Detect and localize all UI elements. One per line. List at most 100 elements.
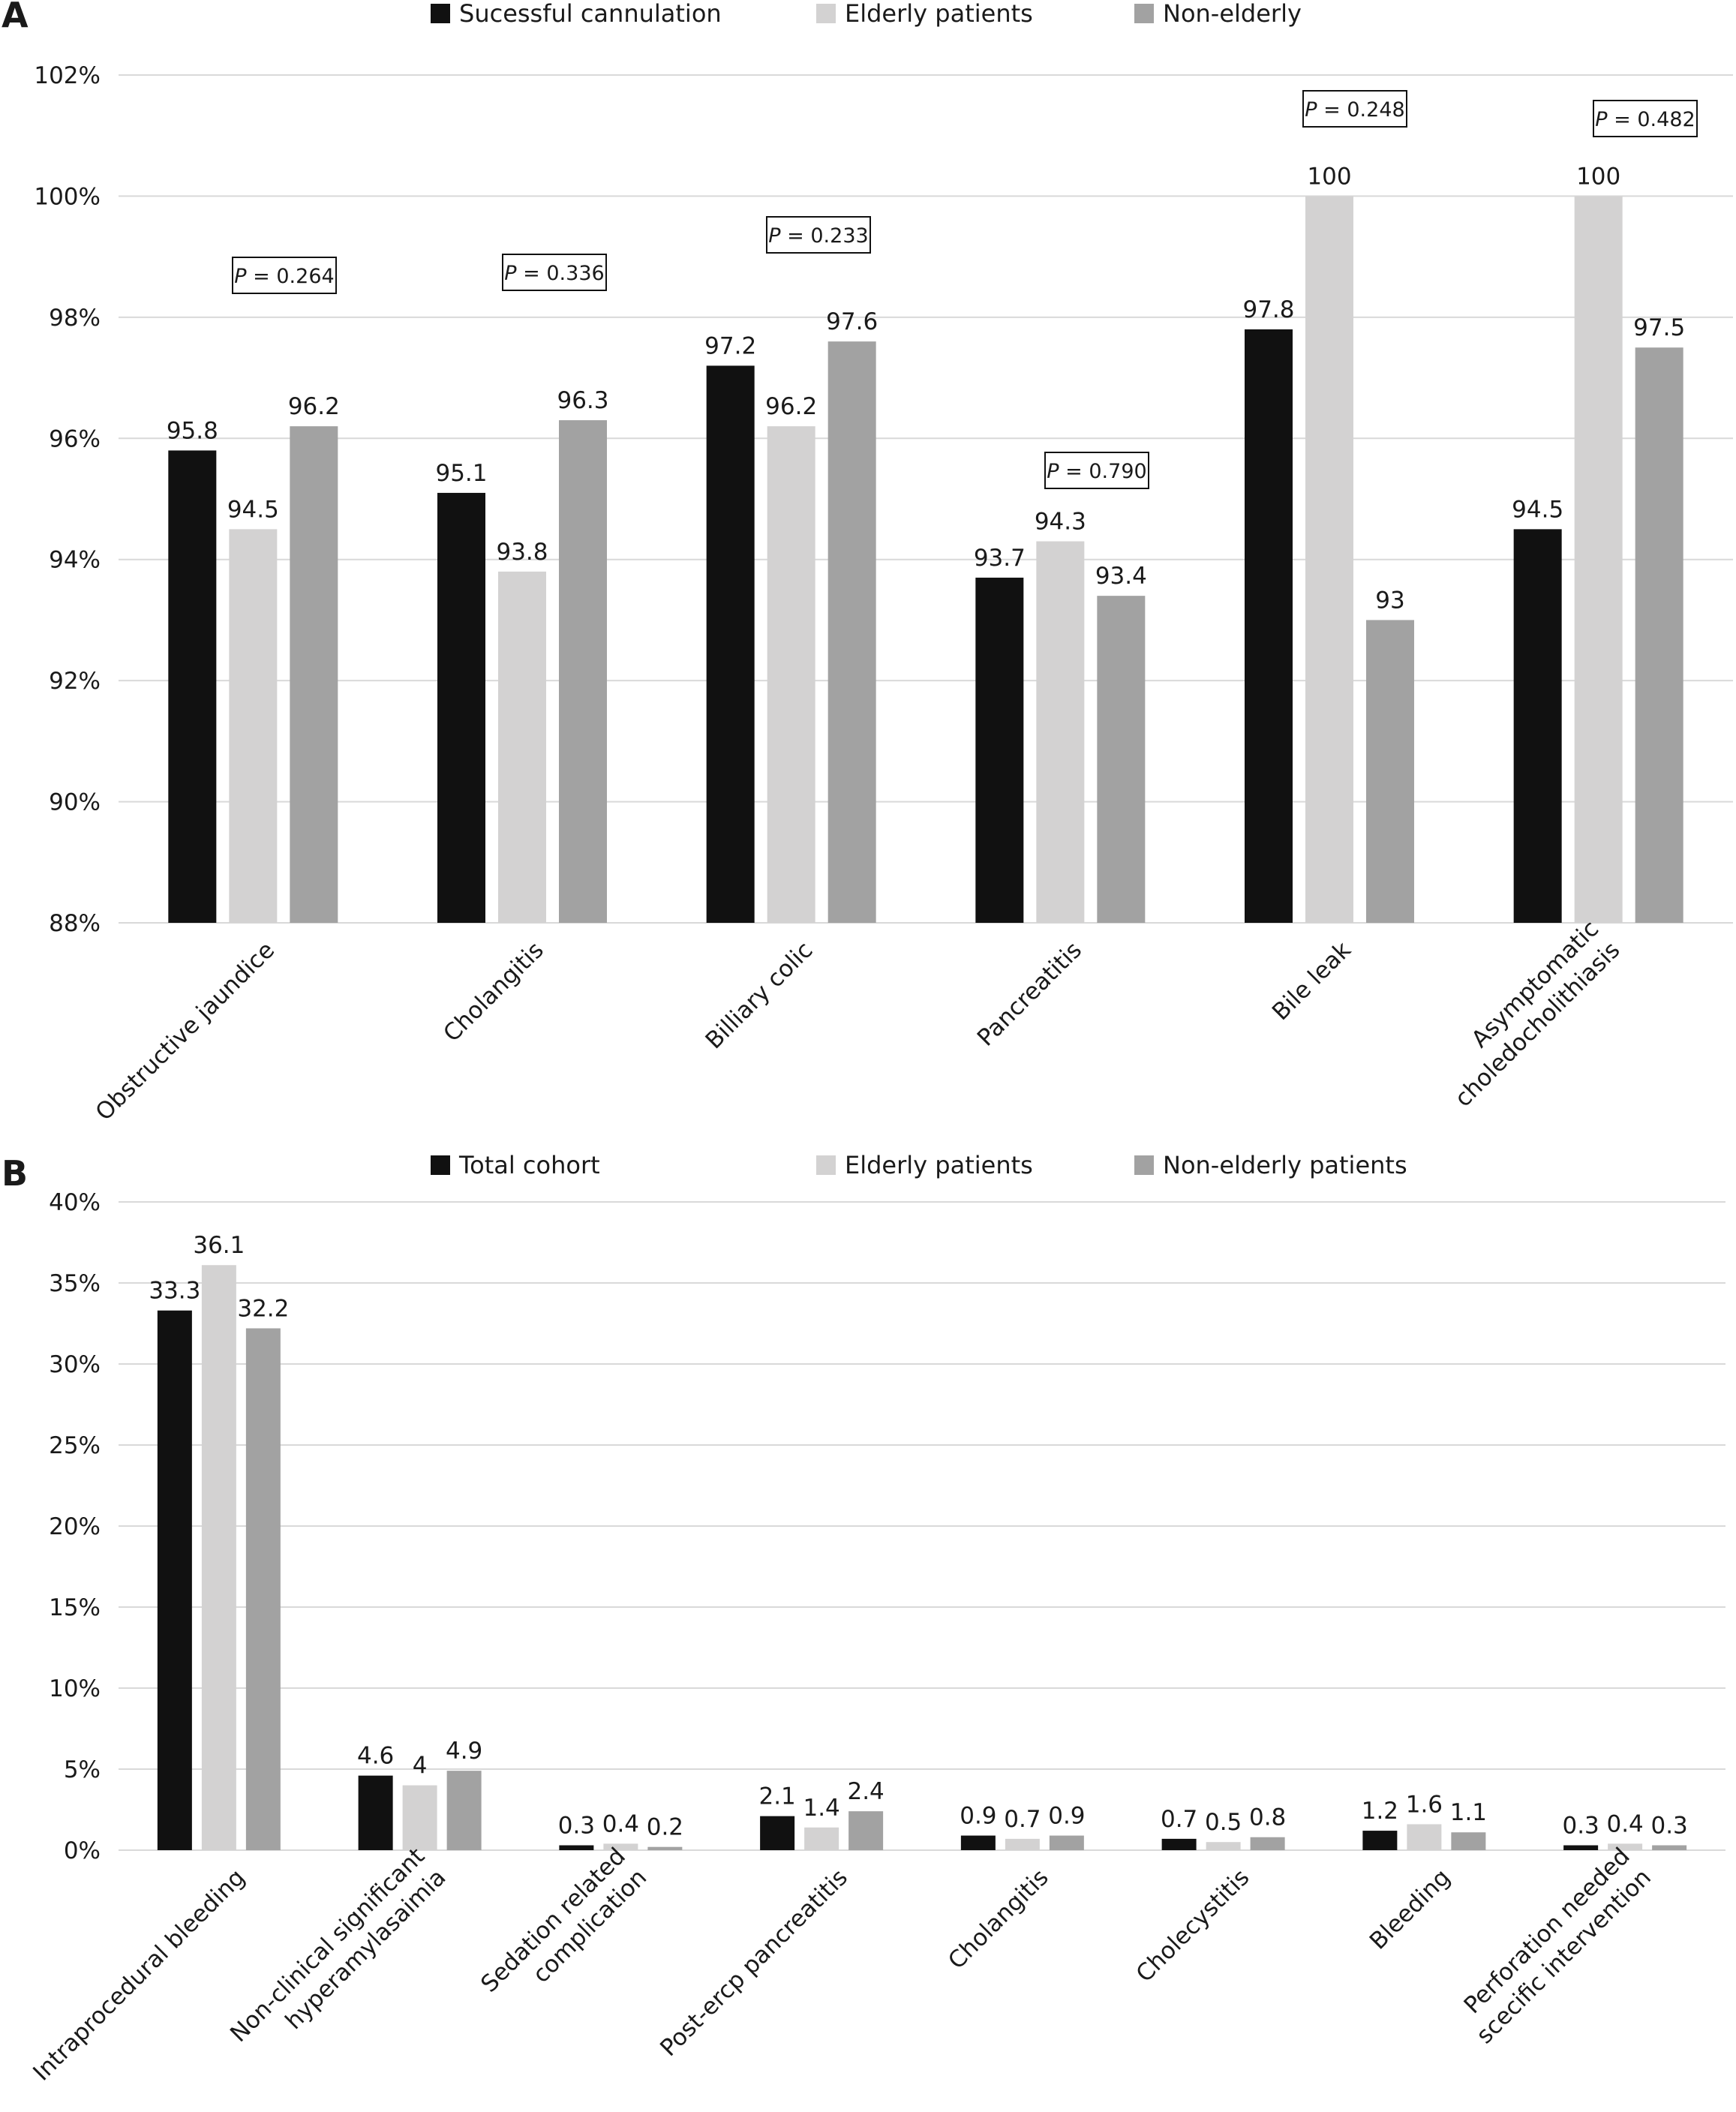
legend-swatch <box>816 1155 836 1175</box>
data-label: 94.5 <box>1512 496 1563 523</box>
bar <box>767 426 815 923</box>
bar <box>1513 529 1562 923</box>
x-category-label: Bile leak <box>1267 936 1356 1026</box>
bar <box>1097 596 1146 923</box>
bar <box>1652 1845 1687 1850</box>
bar <box>559 1845 594 1850</box>
bar <box>1362 1831 1398 1850</box>
x-category-line: Billiary colic <box>701 936 818 1054</box>
x-category-label: Pancreatitis <box>972 936 1087 1051</box>
p-value-box <box>232 257 337 294</box>
p-value-box <box>1044 452 1149 489</box>
y-tick-label: 10% <box>49 1675 101 1702</box>
bar <box>229 529 278 923</box>
x-category-line: Pancreatitis <box>972 936 1087 1051</box>
y-tick-label: 92% <box>49 668 101 695</box>
data-label: 96.2 <box>765 393 817 420</box>
bar <box>960 1835 996 1850</box>
x-category-line: Perforation needed <box>1459 1843 1635 2019</box>
data-label: 97.2 <box>704 332 756 359</box>
data-label: 0.4 <box>1606 1810 1643 1837</box>
bar <box>1245 329 1293 923</box>
data-label: 36.1 <box>193 1232 245 1259</box>
x-category-line: Cholecystitis <box>1131 1864 1255 1987</box>
y-tick-label: 96% <box>49 425 101 452</box>
data-label: 33.3 <box>149 1278 200 1305</box>
data-label: 94.3 <box>1035 509 1086 536</box>
data-label: 0.8 <box>1249 1804 1286 1831</box>
bar <box>1305 196 1353 923</box>
legend-swatch <box>431 1155 450 1175</box>
y-tick-label: 40% <box>49 1189 101 1216</box>
bar <box>358 1775 393 1850</box>
data-label: 95.1 <box>435 460 487 487</box>
x-category-line: Cholangitis <box>943 1864 1054 1975</box>
data-label: 1.4 <box>803 1795 839 1822</box>
data-label: 2.1 <box>758 1783 795 1810</box>
x-category-label: Cholecystitis <box>1131 1864 1255 1987</box>
y-tick-label: 30% <box>49 1351 101 1378</box>
data-label: 0.7 <box>1004 1806 1041 1833</box>
p-value-text: P = 0.248 <box>1305 98 1404 122</box>
p-value-box <box>502 254 607 291</box>
p-value: = 0.248 <box>1317 98 1405 122</box>
data-label: 0.3 <box>1562 1813 1599 1840</box>
data-label: 93.7 <box>974 545 1026 572</box>
bar <box>975 577 1024 923</box>
bar <box>559 420 607 923</box>
p-symbol: P <box>234 265 247 288</box>
x-category-label: Billiary colic <box>701 936 818 1054</box>
data-label: 1.6 <box>1406 1791 1443 1818</box>
x-category-line: Intraprocedural bleeding <box>28 1864 250 2086</box>
legend-swatch <box>1134 4 1154 23</box>
x-category-label: Intraprocedural bleeding <box>28 1864 250 2086</box>
legend-label: Elderly patients <box>845 1151 1033 1179</box>
bar <box>1250 1837 1285 1850</box>
legend-label: Non-elderly patients <box>1163 1151 1407 1179</box>
data-label: 0.3 <box>1650 1813 1687 1840</box>
p-symbol: P <box>1047 460 1059 483</box>
p-symbol: P <box>504 262 517 285</box>
panel-a-chart: 88% 90% 92% 94% 96% 98% 100% 102% Sucessful cann… <box>34 0 1733 1126</box>
x-category-line: Obstructive jaundice <box>91 936 281 1126</box>
p-symbol: P <box>768 224 781 248</box>
bar <box>1451 1832 1486 1850</box>
data-label: 4.9 <box>446 1738 482 1765</box>
p-value-text: P = 0.264 <box>234 265 334 288</box>
data-label: 97.6 <box>826 308 878 335</box>
y-tick-label: 88% <box>49 910 101 937</box>
bar <box>848 1811 884 1850</box>
bar <box>168 450 217 923</box>
y-tick-label: 100% <box>34 183 101 210</box>
bar <box>201 1265 236 1850</box>
bar <box>1036 541 1085 923</box>
bar <box>827 341 876 924</box>
bar <box>1161 1838 1197 1850</box>
bar <box>1407 1824 1442 1850</box>
bar <box>1574 196 1623 923</box>
y-tick-label: 5% <box>64 1756 101 1783</box>
data-label: 95.8 <box>167 417 218 444</box>
y-tick-label: 25% <box>49 1432 101 1459</box>
data-label: 93 <box>1375 587 1404 614</box>
data-label: 96.3 <box>557 387 608 414</box>
bar <box>603 1843 638 1850</box>
x-category-label: Obstructive jaundice <box>91 936 281 1126</box>
data-label: 0.9 <box>960 1803 996 1830</box>
y-tick-label: 90% <box>49 789 101 816</box>
data-label: 1.2 <box>1362 1798 1398 1825</box>
p-symbol: P <box>1595 108 1608 131</box>
x-category-line: scecific intervention <box>1471 1864 1656 2049</box>
legend-label: Sucessful cannulation <box>459 0 722 28</box>
x-category-label: Bleeding <box>1365 1864 1455 1954</box>
legend-label: Total cohort <box>458 1151 600 1179</box>
data-label: 2.4 <box>847 1778 884 1805</box>
data-label: 0.7 <box>1161 1806 1197 1833</box>
bar <box>290 426 338 923</box>
data-label: 0.5 <box>1205 1809 1242 1836</box>
bar <box>402 1785 437 1850</box>
legend-swatch <box>816 4 836 23</box>
p-value-text: P = 0.790 <box>1047 460 1146 483</box>
y-tick-label: 35% <box>49 1270 101 1297</box>
